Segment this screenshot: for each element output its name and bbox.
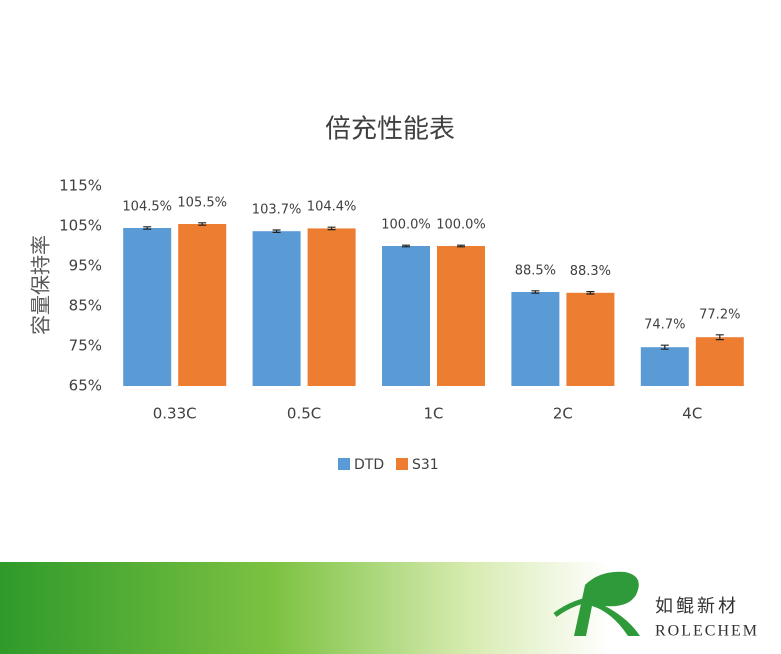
x-tick-label: 0.33C [153,405,197,423]
bar [640,347,689,386]
footer-band [0,562,781,654]
bar [307,228,356,386]
error-bar [272,229,281,233]
error-bar [198,222,207,226]
y-axis-label: 容量保持率 [29,235,53,335]
bar [511,292,560,386]
y-tick-label: 75% [69,337,102,355]
bar [695,337,744,386]
y-tick-label: 95% [69,257,102,275]
error-bar [531,290,540,294]
legend-swatch [396,458,408,470]
bar [566,292,615,386]
y-tick-label: 105% [59,217,102,235]
x-tick-label: 0.5C [287,405,321,423]
value-label: 100.0% [381,218,431,233]
value-label: 74.7% [644,318,685,333]
value-label: 104.5% [122,199,172,214]
value-label: 77.2% [699,307,740,322]
error-bar [402,244,410,248]
logo-swoosh [553,595,601,618]
legend-label: DTD [354,457,384,473]
y-tick-label: 115% [59,177,102,195]
brand-en: ROLECHEM [655,623,759,640]
value-label: 100.0% [436,218,486,233]
x-tick-label: 1C [423,405,443,423]
error-bar [143,226,152,230]
legend-label: S31 [412,457,439,473]
x-tick-label: 4C [682,405,702,423]
bar [123,228,172,386]
value-label: 88.5% [515,263,556,278]
logo [553,571,640,636]
error-bar [457,244,465,248]
y-tick-label: 85% [69,297,102,315]
bar [178,224,227,386]
error-bar [327,226,336,231]
value-label: 88.3% [570,264,611,279]
bar [437,246,485,386]
value-label: 103.7% [252,203,302,218]
y-tick-label: 65% [69,377,102,395]
logo-mark [574,571,640,636]
legend-swatch [338,458,350,470]
chart-title: 倍充性能表 [325,115,455,145]
brand-cn: 如鲲新材 [655,596,739,617]
x-tick-label: 2C [553,405,573,423]
value-label: 105.5% [177,195,227,210]
bar [382,246,430,386]
error-bar [660,344,669,350]
error-bar [715,334,724,341]
error-bar [586,291,595,295]
value-label: 104.4% [307,200,357,215]
bar [252,231,301,386]
